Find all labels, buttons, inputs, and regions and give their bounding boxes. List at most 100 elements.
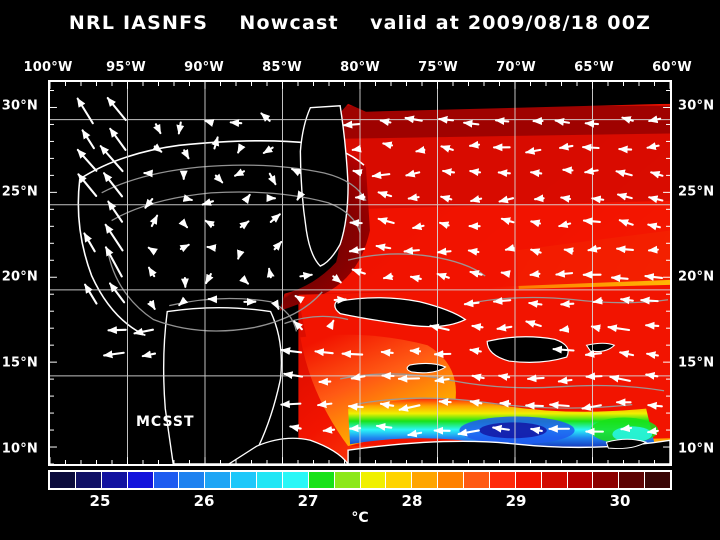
current-vector-arrow <box>647 401 663 410</box>
colorbar-tick-label: 25 <box>89 492 111 510</box>
current-vector-arrow <box>440 145 454 153</box>
longitude-label: 100°W <box>23 60 73 75</box>
current-vector-arrow <box>77 173 98 197</box>
current-vector-arrow <box>407 429 423 438</box>
current-vector-arrow <box>558 220 572 229</box>
latitude-label-right: 25°N <box>678 184 715 199</box>
current-vector-arrow <box>348 246 366 254</box>
current-vector-arrow <box>204 219 215 229</box>
current-vector-arrow <box>528 300 543 308</box>
current-vector-arrow <box>582 217 601 226</box>
current-vector-arrow <box>81 129 95 150</box>
current-vector-arrow <box>141 350 157 359</box>
current-vector-arrow <box>441 168 456 177</box>
current-vector-arrow <box>260 112 271 122</box>
current-vector-arrow <box>291 168 302 177</box>
current-vector-arrow <box>266 267 275 279</box>
current-vector-arrow <box>403 246 420 255</box>
current-vector-arrow <box>109 127 127 151</box>
colorbar-segment <box>127 472 154 488</box>
current-vector-arrow <box>615 169 633 178</box>
colorbar-segment <box>360 472 387 488</box>
current-vector-arrow <box>437 115 455 124</box>
current-vector-arrow <box>206 244 217 252</box>
longitude-label: 80°W <box>340 60 380 75</box>
current-vector-arrow <box>272 240 283 251</box>
current-vector-arrow <box>644 321 660 330</box>
current-vector-arrow <box>411 222 425 231</box>
current-vector-arrow <box>436 247 452 256</box>
current-vector-arrow <box>379 118 392 127</box>
current-vector-arrow <box>178 218 189 229</box>
current-vector-arrow <box>322 425 336 434</box>
current-vector-arrow <box>351 268 366 276</box>
colorbar-segment <box>412 472 439 488</box>
current-vector-arrow <box>153 123 162 135</box>
current-vector-arrow <box>182 194 194 202</box>
longitude-label: 95°W <box>106 60 146 75</box>
current-vector-arrow <box>469 195 483 203</box>
current-vector-arrow <box>530 219 541 228</box>
current-vector-arrow <box>179 243 190 253</box>
current-vector-arrow <box>429 323 450 332</box>
current-vector-arrow <box>331 274 342 284</box>
current-vector-arrow <box>147 266 157 278</box>
current-vector-arrow <box>342 120 361 129</box>
colorbar-tick-label: 29 <box>505 492 527 510</box>
current-vector-arrow <box>294 295 305 304</box>
longitude-label: 60°W <box>652 60 692 75</box>
current-vector-arrow <box>201 198 214 206</box>
current-vector-arrow <box>76 97 94 125</box>
current-vector-arrow <box>233 168 245 177</box>
current-vector-arrow <box>104 223 124 252</box>
current-vector-arrow <box>618 350 635 358</box>
current-vector-arrow <box>382 272 394 281</box>
current-vector-arrow <box>504 243 515 252</box>
current-vector-arrow <box>262 145 274 154</box>
current-vector-arrow <box>584 167 599 175</box>
map-plot-area[interactable]: MCSST <box>48 80 672 466</box>
current-vector-arrow <box>533 194 545 203</box>
colorbar-tick-label: 27 <box>297 492 319 510</box>
current-vector-arrow <box>398 404 421 412</box>
current-vector-arrow <box>239 220 250 230</box>
latitude-label-left: 20°N <box>1 269 38 285</box>
current-vector-arrow <box>554 118 570 126</box>
current-vector-arrow <box>644 273 663 281</box>
colorbar-segment <box>257 472 283 488</box>
current-vector-arrow <box>530 426 543 435</box>
current-vector-arrow <box>620 424 633 433</box>
current-vector-arrow <box>106 96 127 122</box>
current-vector-arrow <box>147 246 158 256</box>
colorbar-segment <box>75 472 102 488</box>
current-vector-arrow <box>84 283 98 305</box>
latitude-label-right: 15°N <box>678 355 715 371</box>
current-vector-arrow <box>616 192 633 201</box>
map-source-annotation: MCSST <box>136 414 195 430</box>
current-vector-arrow <box>377 190 393 199</box>
current-vector-arrow <box>645 351 659 360</box>
current-vector-arrow <box>404 115 423 124</box>
colorbar-segment <box>50 472 76 488</box>
latitude-label-left: 15°N <box>1 355 38 371</box>
current-vector-arrow <box>333 295 347 304</box>
current-vector-arrow <box>525 320 542 328</box>
current-vector-arrow <box>434 375 450 384</box>
current-vector-arrow <box>436 272 450 281</box>
current-vector-arrow <box>241 193 251 204</box>
current-vector-arrow <box>102 350 125 359</box>
colorbar-segment <box>205 472 232 488</box>
current-vector-arrow <box>645 371 659 380</box>
current-vector-arrow <box>618 219 634 227</box>
colorbar-tick-label: 30 <box>609 492 631 510</box>
temperature-colorbar[interactable] <box>48 470 672 490</box>
figure-title-bar: NRL IASNFS Nowcast valid at 2009/08/18 0… <box>0 8 720 38</box>
current-vector-arrow <box>500 217 515 225</box>
colorbar-segment <box>231 472 257 488</box>
current-vector-arrow <box>557 376 573 385</box>
current-vector-arrow <box>181 149 190 160</box>
sst-raster-and-overlays <box>50 82 670 464</box>
current-vector-arrow <box>316 400 333 409</box>
current-vector-arrow <box>299 272 313 280</box>
current-vector-arrow <box>296 190 306 201</box>
